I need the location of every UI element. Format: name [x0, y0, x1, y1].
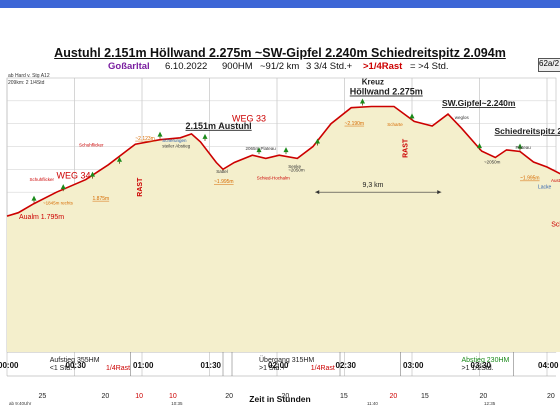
- x-tick-label: 01:30: [201, 361, 222, 370]
- tree-marker: [90, 171, 95, 177]
- interval-number: 20: [225, 393, 233, 400]
- label-h2190: ~2.190m: [345, 121, 365, 127]
- x-tick-label: 02:00: [268, 361, 289, 370]
- interval-number: 15: [340, 393, 348, 400]
- interval-number: 10: [169, 393, 177, 400]
- x-tick-label: 02:30: [336, 361, 357, 370]
- x-tick-label: 03:00: [403, 361, 424, 370]
- label-h2123: ~2.123m: [135, 136, 155, 142]
- distance-arrow-head-left: [315, 190, 320, 195]
- x-axis-title: Zeit in Stunden: [249, 394, 311, 404]
- total-label: = >4 Std.: [410, 61, 449, 72]
- interval-number: 20: [282, 393, 290, 400]
- peak-label-aualm: Aualm 1.795m: [19, 214, 64, 221]
- label-senke: Senke: [288, 164, 301, 169]
- elevation-gain-label: 900HM: [222, 61, 253, 72]
- profile-area: [7, 106, 560, 352]
- segment-uebergang-time: >1 Std.+: [259, 365, 285, 372]
- peak-label-schied-hochalm: Schied Hochalm 1.758m: [551, 222, 560, 229]
- interval-number: 15: [421, 393, 429, 400]
- label-schied: Schied-Hochalm: [257, 176, 290, 181]
- top-color-bar: [0, 0, 560, 8]
- profile-marks: [31, 98, 523, 376]
- chart-title: Austuhl 2.151m Höllwand 2.275m ~SW-Gipfe…: [54, 46, 506, 60]
- x-tick-label: 04:00: [538, 361, 559, 370]
- tree-marker: [477, 143, 482, 149]
- label-h2050b: ~2050m: [484, 160, 501, 165]
- label-h1995b: ~1.995m: [520, 176, 540, 182]
- distance-label: ~91/2 km: [260, 61, 300, 72]
- small-time-label: 10:35: [171, 401, 183, 406]
- x-tick-labels: 00:00 00:30 01:00 01:30 02:00 02:30 03:00 03:30…: [0, 361, 559, 370]
- label-plateau: Plateau: [516, 145, 532, 150]
- tree-marker: [360, 98, 365, 104]
- interval-number: 20: [102, 393, 110, 400]
- segment-abstieg: Abstieg 230HM: [462, 357, 510, 364]
- label-steiler: steiler Abstieg: [162, 144, 191, 149]
- small-time-label: ab 9:40Uhr: [9, 401, 32, 406]
- corner-tag: 62a/2: [538, 58, 560, 72]
- label-rast-1: RAST: [137, 177, 144, 197]
- label-schuhflicker-2: Schuhflicker: [30, 177, 55, 182]
- label-weglos: weglos: [455, 115, 470, 120]
- label-h1875: 1.875m: [93, 196, 110, 202]
- peak-label-swgipfel: SW.Gipfel~2.240m: [442, 98, 516, 108]
- label-lacke: Lacke: [538, 185, 552, 191]
- note-line-2: 209km: 2 1/4Std: [8, 80, 45, 86]
- interval-number: 25: [39, 393, 47, 400]
- label-h1845: ~1845m rechts: [43, 201, 74, 206]
- label-h1995: ~1.995m: [214, 179, 234, 185]
- small-time-label: 12:35: [484, 401, 496, 406]
- tree-marker: [517, 143, 523, 149]
- segment-uebergang-rest: 1/4Rast: [311, 365, 335, 372]
- x-tick-label: 03:30: [471, 361, 492, 370]
- segment-aufstieg: Aufstieg 355HM: [50, 357, 100, 364]
- profile-line: [6, 105, 560, 217]
- interval-number: 20: [390, 393, 398, 400]
- label-schuhflicker-3: Austieg Schuhflicker: [551, 178, 560, 183]
- label-weg34: WEG 34: [57, 170, 91, 180]
- x-tick-label: 00:30: [66, 361, 87, 370]
- interval-number: 20: [547, 393, 555, 400]
- tree-marker: [315, 138, 320, 144]
- segment-abstieg-time: >1 1/2Std.: [462, 365, 494, 372]
- region-label: Goßarltal: [108, 61, 150, 72]
- tree-marker: [60, 184, 66, 190]
- time-label: 3 3/4 Std.+: [306, 61, 353, 72]
- segment-aufstieg-time: <1 Std.+: [50, 365, 76, 372]
- label-distance: 9,3 km: [363, 182, 384, 189]
- tree-marker: [409, 113, 415, 119]
- note-line-1: ab Hard v. Stg A12: [8, 73, 50, 79]
- label-schuhflicker-1: Schuhflicker: [79, 143, 104, 148]
- distance-arrow-head-right: [437, 190, 442, 195]
- label-sattel: Sattel: [216, 169, 228, 174]
- peak-label-hoellwand: Höllwand 2.275m: [350, 87, 423, 97]
- label-h2065: 2065m Plateau: [246, 146, 277, 151]
- tree-marker: [31, 195, 37, 201]
- interval-number: 10: [135, 393, 143, 400]
- interval-number: 20: [480, 393, 488, 400]
- small-time-label: 11:40: [367, 401, 378, 406]
- label-scherungen: Scherungen: [162, 138, 187, 143]
- segment-uebergang: Übergang 315HM: [259, 356, 314, 364]
- label-scharte: Scharte: [387, 122, 403, 127]
- tree-marker: [202, 133, 208, 139]
- label-weg33-a: WEG 33: [232, 113, 266, 123]
- tree-marker: [117, 156, 122, 162]
- peak-label-schiedreitspitz: Schiedreitspitz 2.094m: [495, 126, 560, 136]
- segment-aufstieg-rest: 1/4Rast: [106, 365, 130, 372]
- peak-label-austuhl: 2.151m Austuhl: [186, 121, 252, 131]
- date-label: 6.10.2022: [165, 61, 208, 72]
- peak-label-kreuz: Kreuz: [362, 78, 384, 87]
- x-tick-label: 00:00: [0, 361, 19, 370]
- tree-marker: [157, 131, 163, 137]
- rest-label: >1/4Rast: [363, 61, 403, 72]
- label-rast-2: RAST: [403, 138, 410, 158]
- label-h2050: ~2050m: [288, 168, 305, 173]
- tree-marker: [283, 147, 289, 153]
- x-tick-label: 01:00: [133, 361, 154, 370]
- tree-marker: [256, 147, 262, 153]
